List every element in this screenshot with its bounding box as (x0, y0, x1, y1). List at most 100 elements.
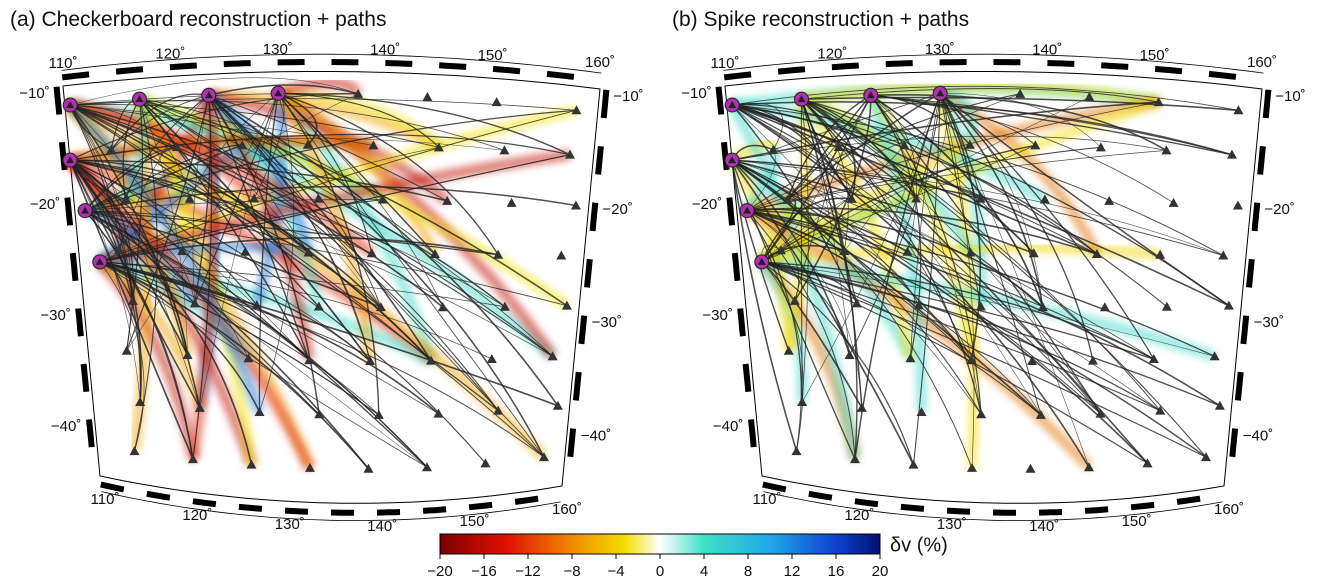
colorbar-label: δv (%) (890, 534, 948, 556)
lat-label: −20˚ (30, 196, 60, 213)
receiver (187, 454, 198, 464)
ray-path (208, 94, 559, 407)
ray-path (208, 94, 382, 308)
ray-path (259, 93, 295, 413)
frame-bar (900, 503, 925, 512)
frame-bar (737, 308, 746, 337)
receiver (433, 142, 444, 152)
ray-path (731, 159, 1161, 411)
receiver (1226, 149, 1237, 159)
receiver (964, 139, 975, 149)
ray-path (69, 159, 141, 403)
lon-label: 120˚ (182, 507, 212, 524)
ray-path (84, 210, 428, 468)
frame-bar (572, 371, 582, 401)
receiver (194, 402, 205, 412)
ray-path (138, 98, 320, 307)
receiver (1168, 197, 1179, 207)
lat-label: −40˚ (1243, 427, 1273, 444)
ray-path (870, 94, 1233, 156)
ray-path (801, 98, 972, 361)
colorbar-tick-label: −16 (471, 563, 496, 580)
receiver (556, 250, 567, 260)
frame-bar (885, 60, 913, 68)
ray-path (85, 210, 309, 253)
frame-bar (1084, 506, 1109, 514)
receiver (302, 139, 313, 149)
receiver (913, 300, 924, 310)
panel-title: (a) Checkerboard reconstruction + paths (10, 8, 386, 31)
receiver (856, 402, 867, 412)
receiver (1209, 351, 1220, 361)
receiver (1084, 92, 1095, 102)
ray-path (139, 98, 553, 357)
frame-bar (439, 62, 467, 70)
receiver (1142, 458, 1153, 468)
lat-label: −20˚ (692, 196, 722, 213)
receiver (129, 446, 140, 456)
ray-path (126, 95, 210, 351)
ray-path (208, 94, 432, 362)
frame-bar (86, 419, 95, 448)
frame-bar (514, 495, 539, 505)
receiver (377, 194, 388, 204)
ray-path (208, 95, 381, 308)
frame-bar (946, 507, 971, 515)
receiver (839, 245, 850, 255)
ray-path (747, 210, 920, 306)
receiver (135, 397, 146, 407)
source-triangle (728, 156, 737, 164)
ray-path (939, 92, 1230, 307)
ray-path (731, 159, 973, 469)
ray-path (139, 98, 499, 411)
ray-path (773, 92, 941, 151)
frame-bar (831, 62, 859, 71)
colorbar-tick-label: 12 (784, 563, 801, 580)
receiver (976, 409, 987, 419)
frame-bar (584, 258, 593, 288)
ray-path (761, 261, 1148, 464)
receiver (499, 301, 510, 311)
ray-path (731, 101, 1159, 161)
frame-bar (100, 481, 125, 493)
receiver (240, 246, 251, 256)
lat-label: −10˚ (1275, 88, 1305, 105)
ray-path (277, 92, 373, 254)
ray-path (732, 104, 1224, 256)
receiver (314, 409, 325, 419)
ray-path (70, 103, 440, 148)
receiver (303, 247, 314, 257)
receiver (429, 248, 440, 258)
anomaly (273, 90, 376, 362)
receiver (1155, 405, 1166, 415)
colorbar (439, 533, 881, 555)
frame-bar (854, 498, 879, 508)
ray-path (731, 159, 1101, 414)
ray-path (84, 144, 243, 212)
frame-bar (238, 503, 263, 512)
ray-path (731, 159, 1034, 254)
frame-bar (1234, 371, 1244, 401)
receiver (911, 193, 922, 203)
receiver (908, 459, 919, 469)
receiver (1104, 195, 1115, 205)
frame-bar (59, 141, 68, 171)
ray-path (849, 93, 941, 356)
frame-bar (723, 71, 752, 81)
ray-path (731, 159, 798, 452)
frame-bar (762, 481, 787, 493)
receiver (1153, 97, 1164, 107)
source-triangle (797, 95, 806, 103)
source-triangle (757, 257, 766, 265)
ray-path (84, 209, 370, 470)
ray-path (801, 88, 1159, 103)
frame-bar (1047, 60, 1075, 67)
frame-bar (376, 509, 401, 516)
receiver (437, 302, 448, 312)
lon-label: 140˚ (367, 518, 397, 535)
lat-label: −20˚ (602, 201, 632, 218)
receiver (366, 248, 377, 258)
ray-path (277, 92, 499, 256)
ray-path (110, 94, 209, 151)
